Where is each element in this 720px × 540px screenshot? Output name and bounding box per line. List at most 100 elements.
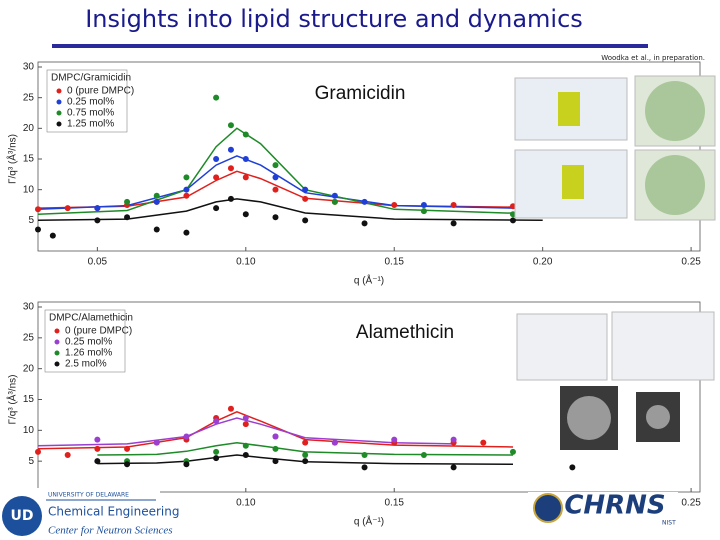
- center-name: Center for Neutron Sciences: [48, 525, 173, 537]
- data-point: [35, 448, 41, 455]
- data-point: [153, 192, 160, 199]
- data-point: [272, 214, 279, 221]
- legend-label: 0.75 mol%: [67, 108, 114, 119]
- data-point: [331, 439, 338, 446]
- data-point: [153, 226, 160, 233]
- x-tick-label: 0.25: [681, 257, 701, 268]
- y-tick-label: 30: [23, 62, 35, 73]
- data-point: [302, 195, 309, 202]
- data-point: [272, 162, 279, 169]
- data-point: [213, 455, 220, 462]
- x-tick-label: 0.05: [88, 257, 108, 268]
- data-point: [331, 198, 338, 205]
- legend-title: DMPC/Alamethicin: [49, 313, 133, 324]
- chrns-text: CHRNS: [564, 491, 665, 521]
- y-tick-label: 25: [23, 332, 35, 343]
- alamethicin-illustrations: [516, 311, 715, 450]
- data-point: [450, 220, 457, 227]
- data-point: [242, 421, 249, 428]
- data-point: [124, 198, 131, 205]
- data-point: [213, 94, 220, 101]
- fit-line: [97, 454, 514, 466]
- data-point: [213, 418, 220, 425]
- data-point: [361, 452, 368, 458]
- data-point: [183, 461, 190, 468]
- y-tick-label: 5: [28, 215, 34, 226]
- legend-label: 0.25 mol%: [65, 337, 112, 348]
- data-point: [361, 464, 368, 471]
- data-point: [302, 186, 309, 193]
- data-point: [242, 174, 249, 181]
- data-point: [124, 445, 131, 452]
- legend-marker: [54, 350, 60, 356]
- data-point: [242, 442, 249, 449]
- data-point: [391, 436, 398, 443]
- data-point: [213, 205, 220, 212]
- data-point: [391, 202, 398, 208]
- data-point: [94, 458, 101, 465]
- data-point: [227, 195, 234, 202]
- data-point: [420, 202, 427, 208]
- data-point: [183, 192, 190, 199]
- data-point: [242, 211, 249, 218]
- fit-line: [37, 410, 514, 450]
- data-point: [213, 156, 220, 162]
- data-point: [509, 448, 516, 455]
- data-point: [331, 192, 338, 199]
- nist-text: NIST: [662, 520, 676, 527]
- data-point: [124, 461, 131, 468]
- ud-logo: UD UNIVERSITY OF DELAWARE Chemical Engin…: [0, 488, 180, 540]
- gramicidin-illustrations: [514, 75, 716, 221]
- data-point: [64, 205, 71, 212]
- data-point: [361, 198, 368, 205]
- fit-line: [37, 417, 454, 447]
- data-point: [450, 436, 457, 443]
- legend-label: 0 (pure DMPC): [67, 86, 134, 97]
- data-point: [302, 452, 309, 458]
- legend-label: 0 (pure DMPC): [65, 326, 132, 337]
- legend-label: 1.25 mol%: [67, 119, 114, 130]
- legend-marker: [54, 361, 60, 367]
- data-point: [509, 217, 516, 224]
- chrns-logo: CHRNS NIST: [528, 491, 678, 528]
- x-tick-label: 0.10: [236, 498, 256, 509]
- data-point: [242, 415, 249, 421]
- data-point: [272, 186, 279, 193]
- x-axis-label: q (Å⁻¹): [354, 515, 384, 528]
- data-point: [213, 448, 220, 455]
- chart: 5 10 15 20 25 30 0.05 0.10 0.15 0.20 0.25 q (Å⁻¹) Γ/…: [6, 61, 701, 287]
- data-point: [450, 464, 457, 471]
- y-axis-label: Γ/q³ (Å³/ns): [6, 134, 19, 184]
- department-name: Chemical Engineering: [48, 505, 180, 519]
- legend-marker: [56, 99, 62, 105]
- data-point: [242, 156, 249, 162]
- data-point: [302, 217, 309, 224]
- chart-annotation: Gramicidin: [315, 83, 406, 104]
- data-point: [183, 433, 190, 440]
- chart: 5 10 15 20 25 30 0.10 0.15 0.25 q (Å⁻¹) Γ/q³ (Å³/n…: [6, 301, 701, 528]
- legend-marker: [54, 328, 60, 334]
- fit-line: [37, 155, 543, 211]
- x-tick-label: 0.20: [533, 257, 553, 268]
- y-tick-label: 15: [23, 394, 35, 405]
- data-point: [242, 452, 249, 458]
- legend-title: DMPC/Gramicidin: [51, 73, 131, 84]
- x-tick-label: 0.25: [681, 498, 701, 509]
- data-point: [227, 122, 234, 129]
- x-axis-label: q (Å⁻¹): [354, 274, 384, 287]
- data-point: [183, 174, 190, 181]
- y-axis-label: Γ/q³ (Å³/ns): [6, 375, 19, 425]
- data-point: [569, 464, 576, 471]
- ud-monogram: UD: [11, 508, 34, 524]
- legend-label: 1.26 mol%: [65, 348, 112, 359]
- citation: Woodka et al., in preparation.: [601, 54, 705, 62]
- legend-marker: [56, 110, 62, 116]
- chart-annotation: Alamethicin: [356, 322, 454, 343]
- data-point: [302, 458, 309, 465]
- data-point: [183, 186, 190, 193]
- fit-line: [37, 198, 543, 222]
- data-point: [153, 198, 160, 205]
- data-point: [480, 439, 487, 446]
- data-point: [361, 220, 368, 227]
